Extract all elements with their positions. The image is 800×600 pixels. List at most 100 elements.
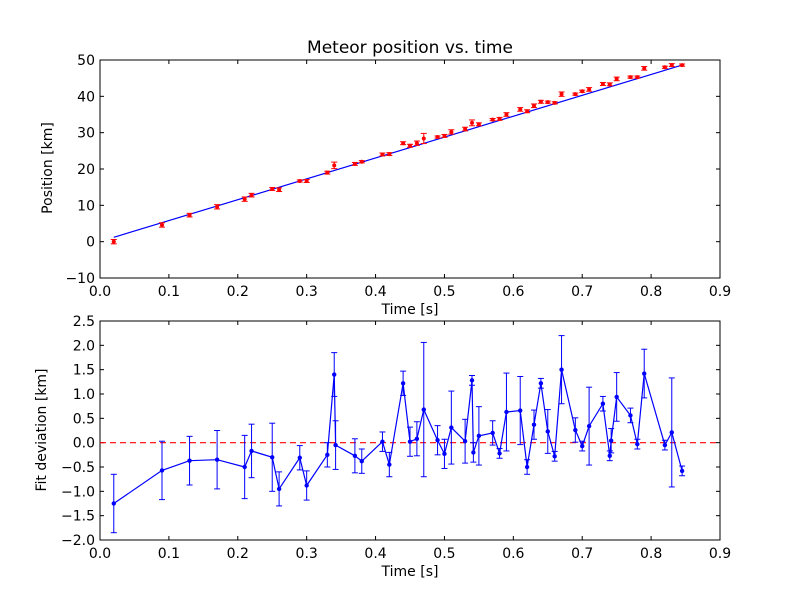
data-point bbox=[573, 92, 578, 97]
fit-line bbox=[113, 64, 683, 238]
y-tick-label: 30 bbox=[77, 126, 95, 142]
data-point bbox=[463, 127, 468, 132]
x-tick-label: 0.6 bbox=[502, 546, 524, 562]
data-point bbox=[380, 439, 385, 444]
data-point bbox=[532, 103, 536, 108]
data-point bbox=[614, 394, 619, 400]
data-point bbox=[408, 143, 412, 148]
data-point bbox=[608, 438, 614, 443]
data-point bbox=[600, 401, 606, 406]
data-point bbox=[587, 87, 592, 92]
y-tick-label: 20 bbox=[77, 162, 95, 178]
x-tick-label: 0.5 bbox=[433, 284, 455, 300]
y-axis-label: Position [km] bbox=[40, 122, 56, 214]
data-point bbox=[380, 152, 385, 157]
data-point bbox=[518, 408, 523, 413]
data-point bbox=[531, 422, 537, 427]
x-tick-label: 0.9 bbox=[709, 284, 731, 300]
data-point bbox=[332, 163, 337, 168]
data-point bbox=[325, 170, 330, 175]
x-axis-label: Time [s] bbox=[381, 564, 439, 580]
data-point bbox=[359, 159, 364, 164]
data-point bbox=[407, 439, 413, 444]
x-tick-label: 0.8 bbox=[640, 546, 662, 562]
data-point bbox=[333, 442, 338, 448]
data-point bbox=[276, 486, 282, 492]
data-point bbox=[352, 161, 357, 166]
data-point bbox=[187, 213, 192, 218]
data-point bbox=[249, 448, 254, 454]
x-tick-label: 0.0 bbox=[89, 284, 111, 300]
data-point bbox=[214, 457, 220, 462]
data-point bbox=[552, 454, 557, 459]
data-point bbox=[662, 65, 667, 70]
y-tick-label: 0.0 bbox=[73, 436, 95, 452]
data-point bbox=[679, 468, 685, 474]
x-tick-label: 0.5 bbox=[433, 546, 455, 562]
position-panel: Meteor position vs. time Time [s] Positi… bbox=[40, 38, 731, 318]
data-point bbox=[462, 439, 468, 444]
y-tick-label: 50 bbox=[77, 53, 95, 69]
y-tick-label: −1.0 bbox=[61, 484, 95, 500]
data-point bbox=[242, 197, 247, 202]
x-tick-label: 0.2 bbox=[227, 284, 249, 300]
data-point bbox=[470, 120, 474, 125]
data-point bbox=[573, 427, 578, 433]
y-tick-label: −10 bbox=[65, 271, 95, 287]
y-tick-label: 0 bbox=[86, 235, 95, 251]
data-point bbox=[270, 186, 275, 191]
data-point bbox=[525, 109, 530, 114]
data-point bbox=[304, 178, 309, 183]
data-point bbox=[524, 464, 530, 470]
data-point bbox=[352, 453, 358, 459]
x-tick-label: 0.3 bbox=[296, 284, 318, 300]
x-tick-label: 0.0 bbox=[89, 546, 111, 562]
data-point bbox=[387, 152, 392, 157]
data-point bbox=[449, 425, 454, 430]
y-tick-label: −2.0 bbox=[61, 533, 95, 549]
data-point bbox=[442, 133, 447, 138]
data-point bbox=[414, 141, 419, 146]
data-point bbox=[607, 82, 612, 87]
data-point bbox=[476, 433, 482, 439]
data-point bbox=[518, 107, 523, 112]
data-point bbox=[215, 204, 220, 209]
x-tick-label: 0.4 bbox=[364, 546, 386, 562]
data-point bbox=[628, 413, 633, 418]
data-point bbox=[600, 81, 605, 86]
data-point bbox=[538, 381, 544, 386]
deviation-panel: Time [s] Fit deviation [km] 0.0 0.1 0.2 0.3… bbox=[34, 314, 731, 580]
data-point bbox=[435, 438, 440, 443]
plot-frame bbox=[99, 59, 721, 279]
data-point bbox=[545, 429, 550, 434]
data-point bbox=[642, 371, 647, 376]
data-point bbox=[414, 436, 420, 441]
data-point bbox=[635, 75, 640, 80]
data-point bbox=[270, 455, 275, 460]
data-point bbox=[680, 63, 685, 68]
y-tick-label: −0.5 bbox=[61, 460, 95, 476]
data-point bbox=[607, 453, 612, 459]
data-point bbox=[249, 193, 254, 198]
data-point bbox=[442, 451, 447, 457]
plot-frame bbox=[99, 320, 721, 541]
data-point bbox=[435, 135, 440, 140]
x-tick-label: 0.6 bbox=[502, 284, 524, 300]
data-point bbox=[359, 458, 364, 464]
x-axis-label: Time [s] bbox=[381, 302, 439, 318]
y-tick-label: 0.5 bbox=[73, 411, 95, 427]
x-tick-label: 0.7 bbox=[571, 546, 593, 562]
data-point bbox=[111, 501, 116, 506]
data-point bbox=[642, 66, 647, 71]
data-point bbox=[538, 99, 543, 104]
data-point bbox=[400, 381, 406, 386]
data-point bbox=[421, 136, 426, 141]
y-tick-label: 1.5 bbox=[73, 363, 95, 379]
data-point bbox=[160, 222, 164, 227]
data-point bbox=[559, 92, 564, 97]
data-point bbox=[111, 239, 116, 244]
data-point bbox=[421, 407, 426, 412]
data-point bbox=[297, 455, 302, 460]
data-point bbox=[476, 122, 481, 127]
data-point bbox=[545, 100, 550, 105]
